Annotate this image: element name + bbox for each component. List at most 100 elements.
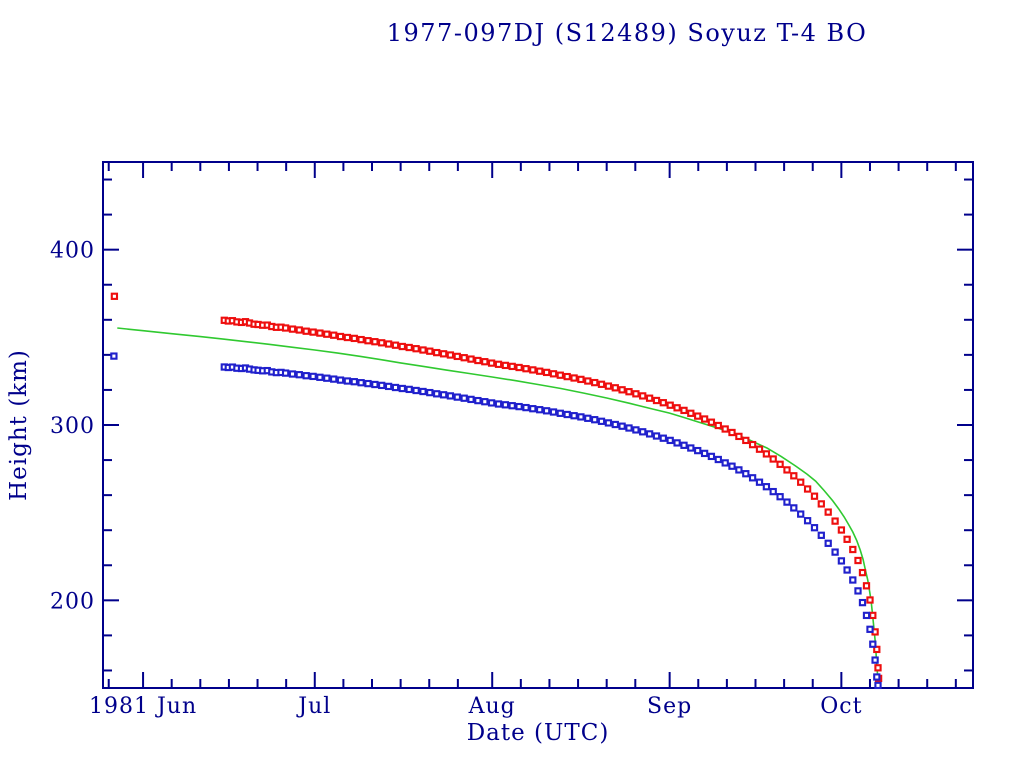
red-points-marker	[837, 526, 846, 534]
blue-points-marker	[869, 640, 877, 648]
red-points-marker	[783, 466, 791, 474]
blue-points-marker	[460, 394, 468, 402]
red-points-marker	[110, 292, 119, 300]
blue-points-marker	[295, 371, 303, 379]
red-points-marker	[446, 351, 455, 359]
blue-points-marker	[597, 417, 606, 425]
red-points-marker	[398, 342, 406, 351]
blue-points-marker	[419, 387, 427, 396]
red-points-marker	[378, 339, 386, 347]
blue-points-marker	[748, 474, 757, 482]
blue-points-marker	[873, 673, 881, 681]
blue-points-marker	[645, 430, 654, 438]
red-points-marker	[460, 354, 468, 362]
blue-points-marker	[762, 483, 771, 491]
red-points-marker	[707, 418, 716, 426]
blue-points-marker	[735, 466, 743, 474]
blue-points-marker	[563, 410, 571, 419]
blue-points-marker	[343, 377, 352, 385]
red-points-marker	[680, 406, 688, 415]
blue-points-marker	[837, 557, 846, 565]
red-points-marker	[769, 455, 777, 463]
blue-points-marker	[803, 517, 812, 525]
blue-points-marker	[797, 510, 805, 518]
blue-points-marker	[364, 379, 372, 388]
red-points-marker	[536, 367, 544, 375]
red-points-marker	[700, 415, 709, 423]
blue-points-marker	[330, 375, 338, 383]
blue-points-marker	[659, 434, 667, 442]
red-points-marker	[515, 363, 523, 372]
blue-points-marker	[474, 396, 482, 405]
red-points-marker	[604, 382, 613, 390]
red-points-marker	[854, 556, 862, 565]
red-points-marker	[343, 333, 352, 342]
red-points-marker	[323, 330, 331, 338]
blue-points-marker	[302, 372, 310, 380]
blue-points-marker	[309, 372, 317, 381]
blue-points-marker	[742, 470, 750, 478]
blue-points-marker	[433, 390, 441, 398]
red-points-marker	[316, 329, 324, 337]
blue-points-marker	[831, 548, 839, 556]
red-points-marker	[652, 396, 661, 405]
blue-points-marker	[687, 444, 695, 452]
red-points-marker	[742, 436, 750, 445]
red-points-marker	[357, 335, 365, 344]
blue-points-marker	[549, 408, 558, 416]
red-points-marker	[831, 517, 839, 525]
y-tick-label: 300	[50, 414, 95, 439]
red-points-marker	[666, 401, 674, 409]
red-points-marker	[755, 445, 764, 453]
red-points-marker	[481, 358, 489, 366]
red-points-marker	[556, 371, 564, 379]
red-points-marker	[873, 645, 881, 654]
red-points-marker	[330, 331, 338, 339]
y-tick-label: 400	[50, 239, 95, 264]
red-points-marker	[288, 325, 297, 333]
blue-points-marker	[336, 376, 345, 384]
red-points-marker	[728, 428, 736, 437]
red-points-marker	[467, 355, 475, 363]
red-points-marker	[858, 568, 867, 577]
blue-points-marker	[591, 416, 599, 424]
blue-points-marker	[439, 391, 448, 399]
blue-points-marker	[707, 452, 716, 461]
red-points-marker	[714, 421, 722, 430]
red-points-marker	[673, 404, 681, 412]
red-points-marker	[405, 343, 413, 352]
red-points-marker	[563, 372, 571, 381]
blue-points-marker	[467, 395, 475, 404]
blue-points-marker	[481, 398, 489, 406]
blue-points-marker	[632, 426, 640, 434]
y-tick-label: 200	[50, 589, 95, 614]
blue-points-marker	[515, 402, 523, 411]
red-points-marker	[611, 384, 619, 392]
blue-points-marker	[618, 422, 626, 430]
red-points-marker	[639, 392, 647, 400]
blue-points-marker	[700, 449, 709, 458]
red-points-marker	[522, 365, 530, 373]
red-points-marker	[735, 432, 743, 441]
blue-points-marker	[639, 428, 647, 436]
red-points-marker	[508, 362, 516, 371]
blue-points-marker	[412, 386, 420, 395]
blue-points-marker	[446, 392, 455, 400]
red-points-marker	[810, 492, 819, 500]
blue-points-marker	[522, 403, 530, 412]
blue-points-marker	[849, 576, 857, 584]
blue-points-marker	[666, 436, 674, 445]
blue-points-marker	[871, 656, 879, 664]
blue-points-marker	[110, 352, 118, 360]
blue-points-marker	[350, 378, 358, 386]
blue-points-marker	[426, 388, 434, 397]
blue-points-marker	[371, 380, 379, 389]
red-points-marker	[694, 412, 702, 420]
red-points-marker	[762, 450, 771, 458]
red-points-marker	[645, 394, 654, 402]
plot-area: 1981 Jun Jul Aug Sep Oct 400 300 200	[50, 161, 974, 719]
red-points-marker	[426, 347, 434, 355]
red-points-marker	[797, 478, 805, 486]
blue-points-marker	[611, 420, 619, 429]
